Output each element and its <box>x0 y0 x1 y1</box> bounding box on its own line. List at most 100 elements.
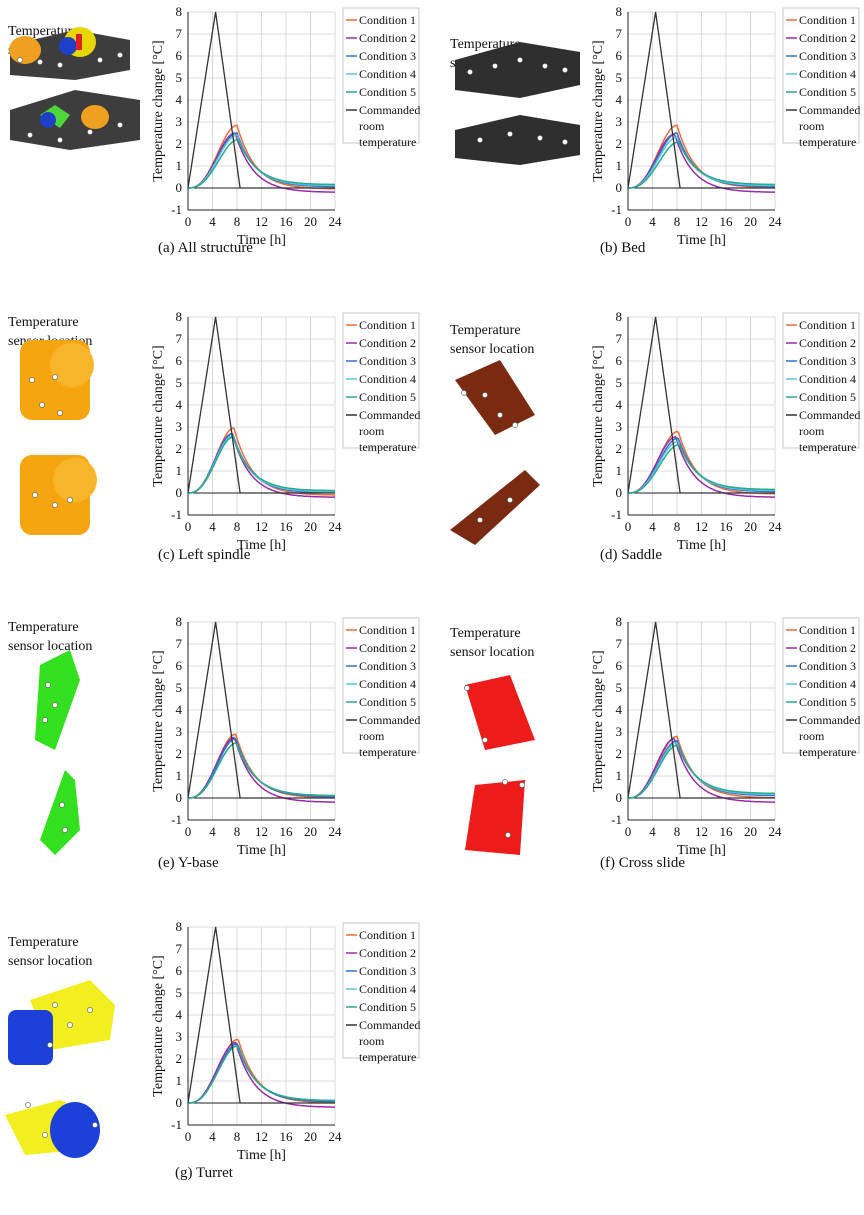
y-tick-label: 3 <box>616 114 623 129</box>
sensor-dot <box>492 63 498 69</box>
sensor-label-line2: sensor location <box>450 342 535 357</box>
legend-entry: Condition 3 <box>799 49 856 63</box>
x-tick-label: 20 <box>304 1129 317 1144</box>
y-tick-label: 4 <box>176 92 183 107</box>
legend-entry: temperature <box>359 440 416 454</box>
panel-caption: (e) Y-base <box>158 855 219 871</box>
sensor-label-line1: Temperature <box>8 620 79 635</box>
sensor-dot <box>464 685 470 691</box>
x-tick-label: 12 <box>695 519 708 534</box>
series-line-condition-2 <box>628 436 775 498</box>
series-line-condition-5 <box>188 1044 335 1104</box>
spindle-shape <box>9 36 41 64</box>
y-tick-label: 4 <box>616 92 623 107</box>
series-line-condition-2 <box>188 1041 335 1108</box>
y-tick-label: 6 <box>616 48 623 63</box>
bed-shape <box>455 42 580 98</box>
x-tick-label: 4 <box>649 824 656 839</box>
legend-entry: Condition 1 <box>799 623 856 637</box>
y-tick-label: 6 <box>176 48 183 63</box>
legend-entry: Condition 4 <box>359 67 416 81</box>
y-tick-label: 3 <box>176 724 183 739</box>
sensor-label-line1: Temperature <box>8 315 79 330</box>
y-tick-label: 7 <box>616 331 623 346</box>
y-tick-label: 0 <box>176 485 183 500</box>
y-tick-label: 5 <box>616 680 623 695</box>
series-line-condition-5 <box>628 443 776 494</box>
legend-entry: Condition 4 <box>359 677 416 691</box>
bed-shape <box>455 115 580 165</box>
sensor-dot <box>37 59 43 65</box>
x-tick-label: 8 <box>674 824 681 839</box>
series-line-commanded-room-temperature <box>187 926 335 1104</box>
machine-illustration <box>20 340 97 535</box>
machine-all-structure <box>9 27 140 150</box>
y-tick-label: 7 <box>176 636 183 651</box>
y-axis-label: Temperature change [°C] <box>151 40 166 181</box>
machine-illustration <box>5 980 115 1158</box>
y-tick-label: 1 <box>616 768 623 783</box>
legend-entry: Condition 2 <box>359 641 416 655</box>
y-tick-label: 3 <box>176 1029 183 1044</box>
x-tick-label: 4 <box>209 519 216 534</box>
y-axis-label: Temperature change [°C] <box>151 955 166 1096</box>
legend-entry: Condition 3 <box>359 659 416 673</box>
y-tick-label: 5 <box>176 680 183 695</box>
cross-slide-shape <box>465 675 535 750</box>
x-tick-label: 16 <box>280 824 294 839</box>
cross-slide-shape <box>465 780 525 855</box>
series-line-commanded-room-temperature <box>627 316 775 494</box>
spindle-flange <box>50 343 94 387</box>
sensor-dot <box>29 377 35 383</box>
legend-entry: Condition 4 <box>799 372 856 386</box>
y-tick-label: 5 <box>176 375 183 390</box>
sensor-location-label: Temperature sensor location <box>450 624 570 662</box>
x-tick-label: 24 <box>769 824 783 839</box>
sensor-dot <box>17 57 23 63</box>
y-tick-label: 2 <box>176 136 183 151</box>
legend-entry: room <box>359 424 385 438</box>
y-tick-label: 1 <box>616 463 623 478</box>
y-tick-label: -1 <box>171 507 182 522</box>
legend-entry: temperature <box>359 135 416 149</box>
x-tick-label: 0 <box>185 824 192 839</box>
legend-entry: Condition 1 <box>359 318 416 332</box>
y-tick-label: -1 <box>611 202 622 217</box>
machine-turret <box>5 980 115 1158</box>
legend-box <box>342 7 420 144</box>
sensor-dot <box>52 374 58 380</box>
machine-illustration <box>450 360 540 545</box>
sensor-dot <box>39 402 45 408</box>
sensor-dot <box>537 135 543 141</box>
series-line-condition-2 <box>188 736 335 803</box>
legend-entry: Condition 2 <box>799 336 856 350</box>
y-base-shape <box>40 770 80 855</box>
y-tick-label: 0 <box>176 180 183 195</box>
legend-box <box>782 312 860 449</box>
sensor-dot <box>32 492 38 498</box>
legend-entry: Commanded <box>359 713 420 727</box>
sensor-dot <box>87 129 93 135</box>
y-tick-label: 1 <box>176 463 183 478</box>
legend-entry: temperature <box>799 440 856 454</box>
y-axis-label: Temperature change [°C] <box>591 650 606 791</box>
x-axis-label: Time [h] <box>677 538 726 553</box>
y-tick-label: -1 <box>611 507 622 522</box>
legend-entry: Commanded <box>799 408 860 422</box>
y-tick-label: 5 <box>176 70 183 85</box>
legend-entry: Commanded <box>799 713 860 727</box>
sensor-dot <box>25 1102 31 1108</box>
saddle-shape <box>455 360 535 435</box>
y-tick-label: 3 <box>176 114 183 129</box>
x-tick-label: 16 <box>280 214 294 229</box>
x-axis-label: Time [h] <box>237 843 286 858</box>
sensor-dot <box>477 517 483 523</box>
machine-cross-slide <box>464 675 535 855</box>
series-line-condition-2 <box>628 737 775 803</box>
x-axis-label: Time [h] <box>237 1148 286 1163</box>
y-tick-label: 0 <box>176 1095 183 1110</box>
